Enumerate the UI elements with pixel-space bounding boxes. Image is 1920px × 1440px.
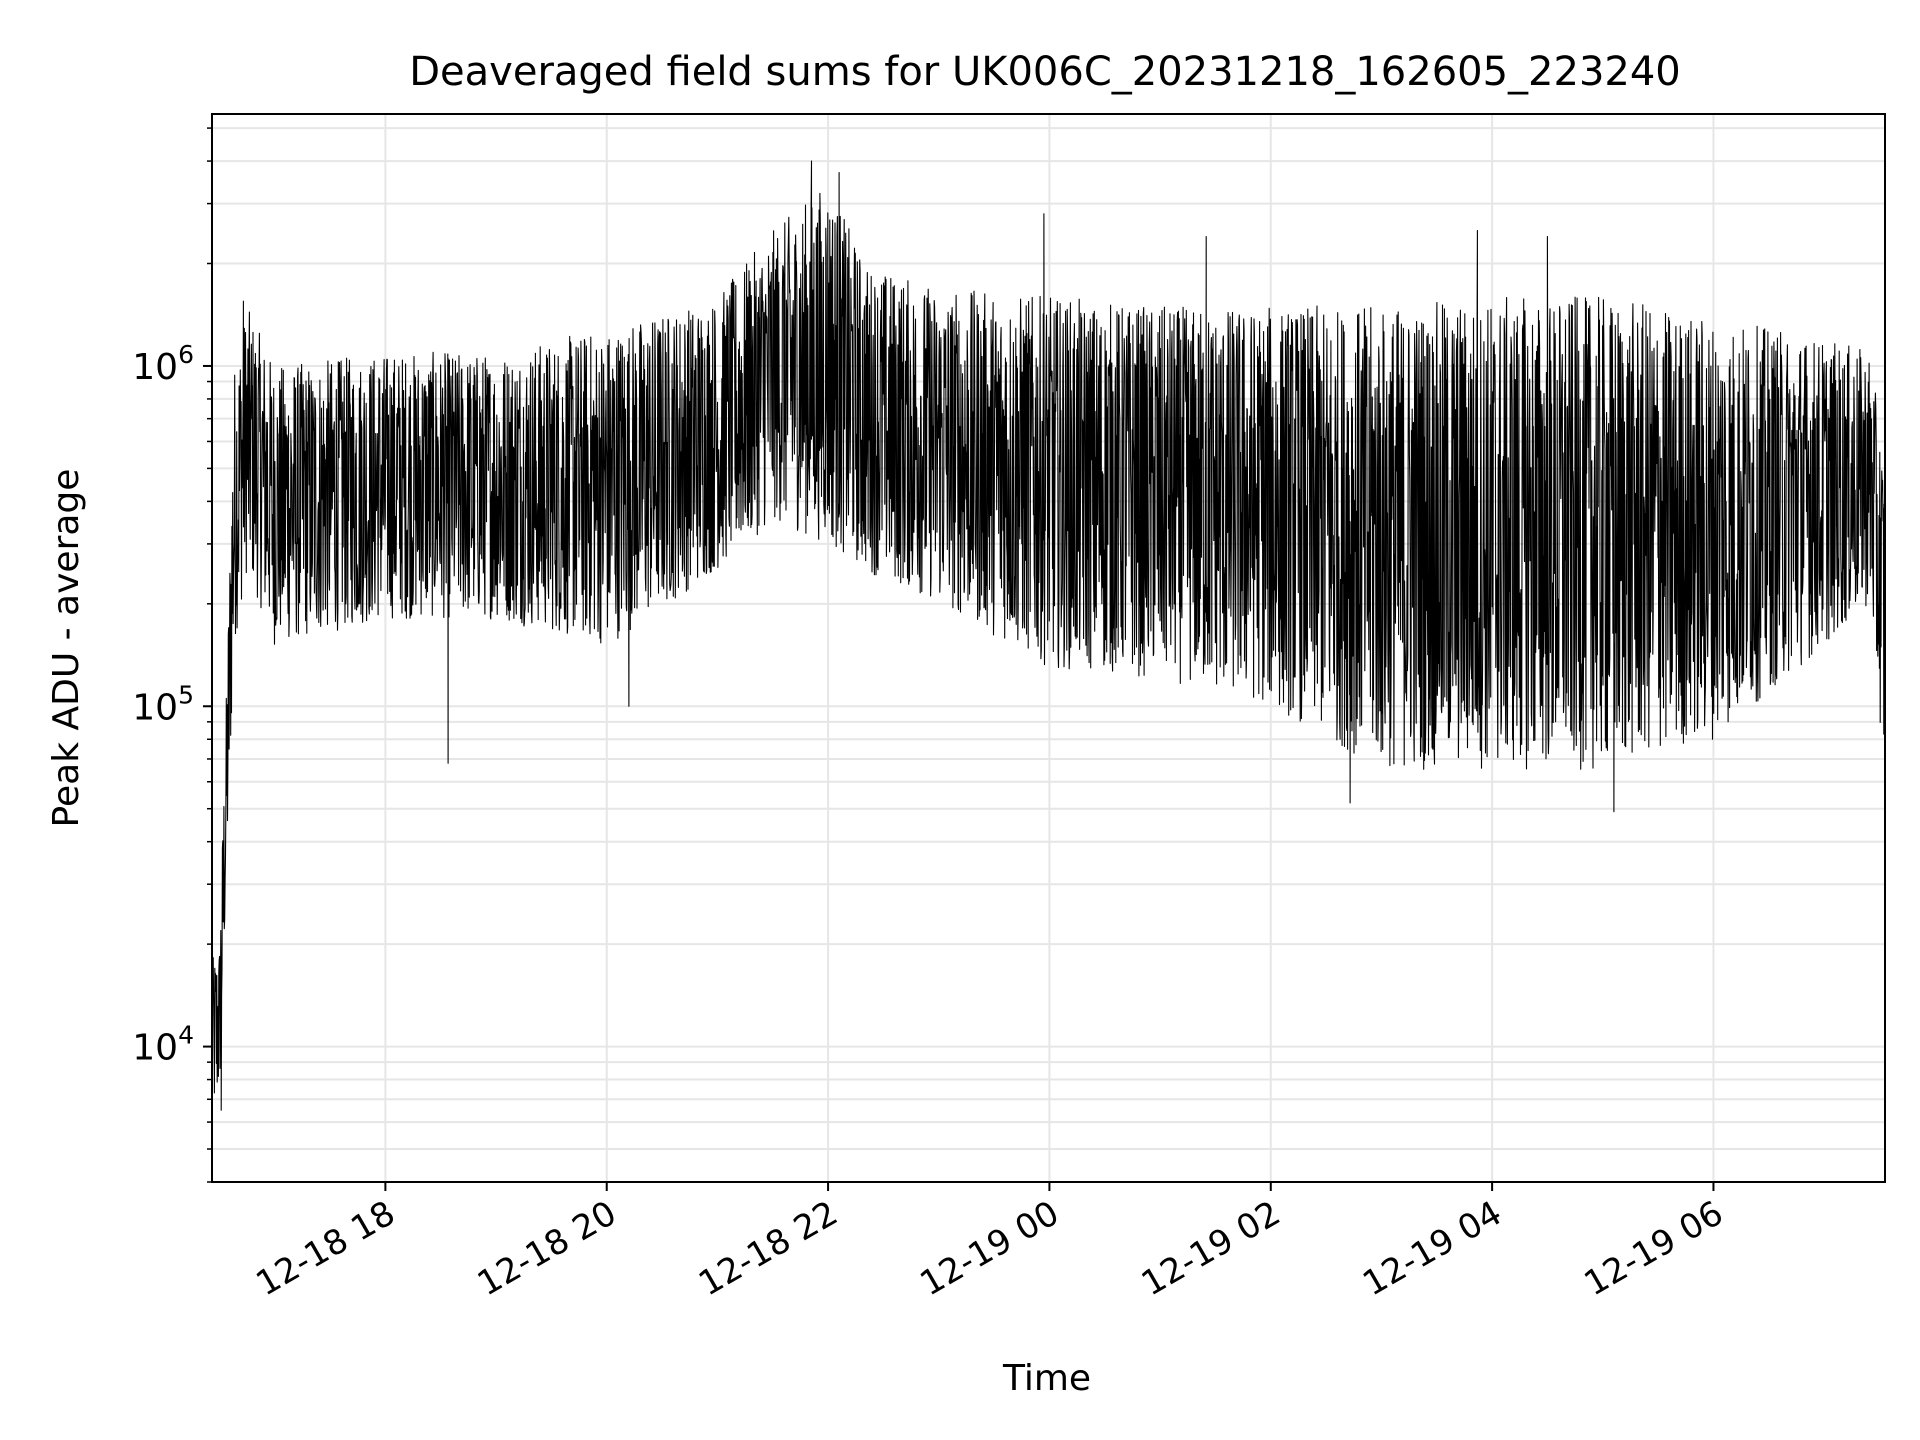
y-tick-label: 105 [132, 680, 194, 728]
x-axis-label: Time [1002, 1358, 1091, 1399]
y-axis-label: Peak ADU - average [46, 469, 87, 828]
y-axis-ticks: 104 105 106 [132, 127, 212, 1183]
y-tick-label: 106 [132, 340, 194, 388]
plot-area [211, 113, 1886, 1183]
y-tick-label: 104 [132, 1021, 194, 1069]
chart-title: Deaveraged field sums for UK006C_2023121… [409, 49, 1680, 95]
series-line [211, 160, 1886, 1123]
